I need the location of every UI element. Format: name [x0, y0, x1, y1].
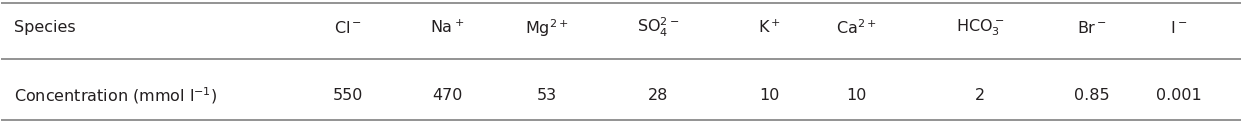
Text: 550: 550	[333, 88, 364, 103]
Text: Species: Species	[14, 20, 76, 35]
Text: 470: 470	[432, 88, 463, 103]
Text: HCO$_3^-$: HCO$_3^-$	[956, 18, 1005, 38]
Text: I$^-$: I$^-$	[1170, 20, 1187, 36]
Text: Cl$^-$: Cl$^-$	[334, 20, 363, 36]
Text: Na$^+$: Na$^+$	[431, 19, 465, 37]
Text: 10: 10	[846, 88, 867, 103]
Text: 28: 28	[648, 88, 668, 103]
Text: 0.85: 0.85	[1074, 88, 1109, 103]
Text: Br$^-$: Br$^-$	[1077, 20, 1107, 36]
Text: Concentration (mmol l$^{-1}$): Concentration (mmol l$^{-1}$)	[14, 85, 217, 106]
Text: 0.001: 0.001	[1156, 88, 1201, 103]
Text: Ca$^{2+}$: Ca$^{2+}$	[836, 18, 877, 37]
Text: K$^+$: K$^+$	[758, 19, 781, 37]
Text: 2: 2	[975, 88, 985, 103]
Text: SO$_4^{2-}$: SO$_4^{2-}$	[637, 16, 679, 39]
Text: Mg$^{2+}$: Mg$^{2+}$	[525, 17, 569, 39]
Text: 10: 10	[760, 88, 780, 103]
Text: 53: 53	[537, 88, 556, 103]
